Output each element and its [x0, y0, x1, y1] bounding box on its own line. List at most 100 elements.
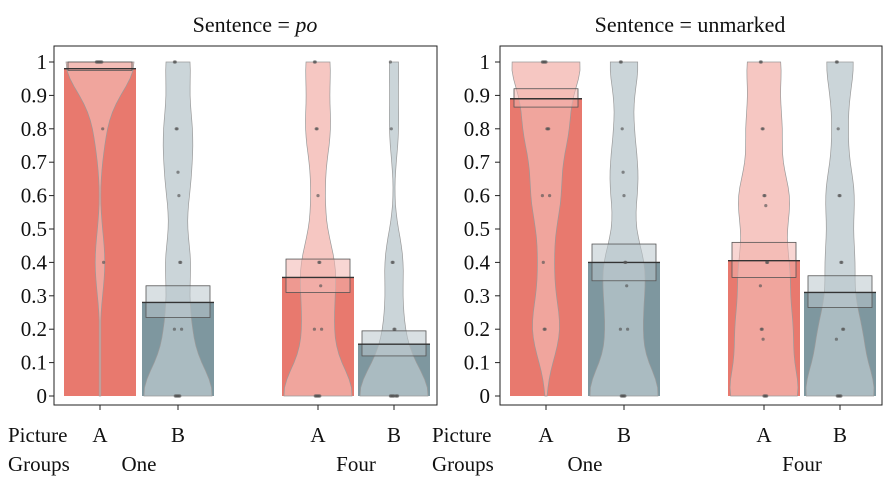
data-point	[175, 127, 179, 131]
data-point	[621, 170, 625, 174]
data-point	[764, 204, 768, 208]
ci-box	[513, 88, 579, 108]
data-point	[835, 60, 839, 64]
data-point	[763, 194, 767, 198]
y-tick-label: 0.1	[464, 351, 490, 375]
y-tick-label: 0.8	[464, 117, 490, 141]
panel-b: Sentence = unmarked 0 0.1 0.2 0.3 0.4 0.5 0.6 0.…	[432, 12, 883, 476]
data-point	[623, 394, 627, 398]
groups-row-label: Groups	[8, 452, 70, 476]
data-point	[176, 170, 180, 174]
data-point	[541, 260, 545, 264]
y-tick-label: 0.2	[464, 317, 490, 341]
groups-row-label: Groups	[432, 452, 494, 476]
y-tick-label: 0.9	[464, 83, 490, 107]
data-point	[100, 60, 104, 64]
panel-title-prefix: Sentence =	[193, 12, 296, 37]
y-tick-label: 0.6	[464, 184, 490, 208]
data-point	[320, 327, 324, 331]
data-point	[839, 394, 843, 398]
violin-four-a	[729, 61, 799, 397]
data-point	[318, 260, 322, 264]
ci-box	[285, 258, 351, 293]
ci-box	[361, 330, 427, 357]
data-point	[838, 194, 842, 198]
data-point	[766, 260, 770, 264]
x-group-label: Four	[336, 452, 376, 476]
y-tick-label: 0.5	[21, 217, 47, 241]
data-point	[759, 60, 763, 64]
data-point	[180, 327, 184, 331]
y-tick-label: 0.7	[464, 150, 490, 174]
panel-title-value: unmarked	[697, 12, 785, 37]
y-tick-label: 0.3	[464, 284, 490, 308]
y-tick-label: 1	[37, 50, 48, 74]
data-point	[177, 194, 181, 198]
data-point	[620, 127, 624, 131]
data-point	[393, 327, 397, 331]
x-group-label: One	[122, 452, 157, 476]
data-point	[548, 194, 552, 198]
y-tick-label: 0.8	[21, 117, 47, 141]
y-tick-label: 0.7	[21, 150, 47, 174]
data-point	[172, 327, 176, 331]
data-point	[313, 60, 317, 64]
panel-title-value: po	[293, 12, 317, 37]
panel-title: Sentence = po	[193, 12, 318, 37]
data-point	[389, 127, 393, 131]
data-point	[319, 284, 323, 288]
data-point	[765, 394, 769, 398]
data-point	[544, 60, 548, 64]
data-point	[626, 327, 630, 331]
y-tick-label: 0.3	[21, 284, 47, 308]
violin-one-a	[65, 61, 135, 397]
y-tick-label: 0.4	[464, 250, 491, 274]
data-point	[315, 127, 319, 131]
violin-one-b	[589, 61, 659, 397]
x-picture-label: B	[387, 423, 401, 447]
data-point	[543, 327, 547, 331]
x-picture-label: A	[538, 423, 554, 447]
plot-frame	[53, 45, 438, 406]
data-point	[624, 260, 628, 264]
x-picture-label: A	[756, 423, 772, 447]
data-point	[760, 327, 764, 331]
data-point	[178, 394, 182, 398]
y-tick-label: 0.9	[21, 83, 47, 107]
x-picture-label: B	[833, 423, 847, 447]
data-point	[102, 260, 106, 264]
x-group-label: One	[568, 452, 603, 476]
violin-one-a	[511, 61, 581, 397]
panel-title: Sentence = unmarked	[595, 12, 786, 37]
x-picture-label: B	[617, 423, 631, 447]
panel-title-prefix: Sentence =	[595, 12, 698, 37]
x-picture-label: A	[92, 423, 108, 447]
data-point	[619, 60, 623, 64]
data-point	[396, 394, 400, 398]
data-point	[840, 260, 844, 264]
x-picture-label: B	[171, 423, 185, 447]
data-point	[622, 194, 626, 198]
y-tick-label: 0	[480, 384, 491, 408]
x-picture-label: A	[310, 423, 326, 447]
data-point	[618, 327, 623, 331]
data-point	[179, 260, 183, 264]
y-tick-label: 0	[37, 384, 48, 408]
plot-frame	[499, 45, 883, 406]
data-point	[758, 284, 763, 288]
y-tick-label: 0.4	[21, 250, 48, 274]
y-tick-label: 0.1	[21, 351, 47, 375]
data-point	[842, 327, 846, 331]
ci-box	[807, 275, 873, 308]
data-point	[316, 194, 320, 198]
data-point	[391, 260, 395, 264]
y-tick-label: 0.5	[464, 217, 490, 241]
data-point	[836, 127, 840, 131]
y-tick-label: 0.6	[21, 184, 47, 208]
data-point	[625, 284, 629, 288]
data-point	[834, 337, 839, 341]
ci-box	[145, 285, 211, 318]
data-point	[312, 327, 316, 331]
